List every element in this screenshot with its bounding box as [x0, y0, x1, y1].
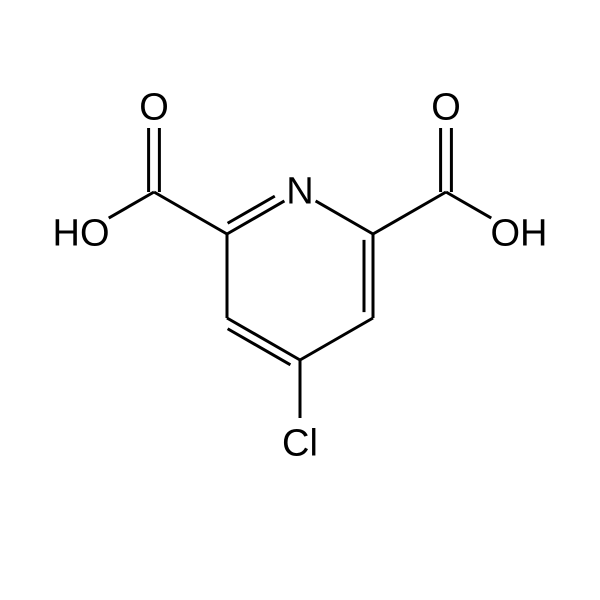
bond-layer: [0, 0, 600, 600]
atom-label-ol_dbl: O: [139, 87, 169, 130]
atom-label-ol_oh: HO: [53, 213, 110, 256]
atom-label-n: N: [286, 171, 313, 214]
atom-label-or_oh: OH: [491, 213, 548, 256]
atom-label-cl: Cl: [282, 423, 318, 466]
chemical-structure: N Cl O OH O HO: [0, 0, 600, 600]
atom-label-or_dbl: O: [431, 87, 461, 130]
